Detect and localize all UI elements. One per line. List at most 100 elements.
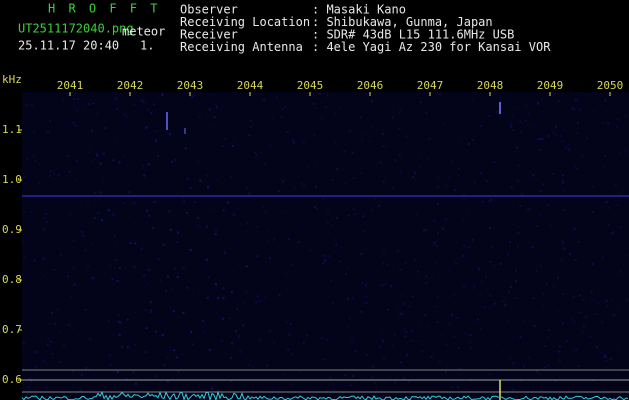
noise	[171, 288, 174, 291]
noise	[42, 275, 45, 278]
noise	[143, 174, 146, 177]
noise	[145, 327, 148, 330]
noise	[223, 251, 226, 254]
noise	[591, 262, 594, 265]
noise	[269, 144, 272, 146]
noise	[186, 211, 188, 214]
noise	[364, 212, 367, 215]
noise	[313, 134, 316, 136]
noise	[489, 198, 492, 201]
noise	[322, 262, 325, 265]
noise	[331, 178, 334, 181]
noise	[96, 111, 98, 114]
noise	[404, 262, 407, 265]
noise	[247, 364, 250, 367]
noise	[182, 266, 185, 269]
noise	[464, 387, 467, 390]
noise	[335, 243, 338, 246]
noise	[217, 296, 220, 299]
noise	[539, 264, 542, 267]
noise	[256, 255, 259, 258]
noise	[536, 370, 539, 373]
noise	[25, 104, 28, 107]
noise	[574, 259, 577, 262]
noise	[616, 203, 619, 206]
noise	[197, 161, 200, 164]
noise	[591, 263, 594, 266]
noise	[168, 210, 171, 213]
noise	[602, 121, 605, 124]
noise	[87, 203, 89, 206]
noise	[313, 155, 315, 158]
noise	[268, 329, 271, 332]
noise	[612, 230, 615, 233]
noise	[82, 234, 85, 237]
noise	[162, 243, 165, 246]
noise	[483, 306, 486, 308]
noise	[39, 270, 42, 273]
noise	[223, 137, 226, 140]
noise	[401, 294, 404, 297]
noise	[578, 241, 580, 243]
noise	[527, 356, 530, 359]
noise	[48, 120, 51, 123]
noise	[304, 92, 307, 95]
noise	[207, 276, 210, 279]
noise	[49, 322, 51, 325]
noise	[259, 300, 261, 302]
noise	[577, 121, 580, 124]
noise	[45, 387, 48, 389]
noise	[620, 270, 623, 273]
noise	[451, 329, 454, 332]
noise	[514, 280, 517, 283]
noise	[417, 275, 420, 278]
noise	[519, 166, 522, 169]
noise	[153, 200, 156, 203]
noise	[595, 346, 598, 348]
noise	[382, 95, 385, 98]
noise	[248, 134, 251, 137]
noise	[119, 321, 122, 324]
noise	[334, 141, 337, 144]
noise	[582, 177, 585, 180]
noise	[547, 329, 550, 332]
noise	[71, 370, 74, 373]
noise	[581, 92, 583, 95]
noise	[429, 334, 432, 337]
noise	[542, 183, 545, 186]
noise	[37, 181, 40, 184]
noise	[419, 165, 422, 168]
noise	[288, 291, 291, 294]
noise	[446, 304, 449, 307]
noise	[625, 114, 628, 117]
noise	[43, 227, 46, 230]
noise	[568, 148, 571, 151]
noise	[547, 364, 550, 367]
noise	[382, 252, 385, 255]
noise	[511, 114, 514, 117]
noise	[352, 208, 355, 211]
noise	[145, 308, 148, 311]
noise	[348, 317, 351, 320]
noise	[512, 388, 515, 391]
info-label: Receiving Antenna	[180, 40, 303, 54]
noise	[445, 218, 447, 221]
noise	[381, 330, 384, 333]
noise	[469, 341, 472, 344]
noise	[45, 176, 48, 179]
y-unit: kHz	[2, 73, 22, 86]
noise	[490, 245, 493, 248]
noise	[365, 291, 367, 294]
noise	[34, 159, 37, 162]
noise	[191, 343, 194, 346]
noise	[133, 202, 136, 204]
noise	[609, 357, 612, 360]
noise	[347, 214, 350, 217]
noise	[42, 360, 45, 363]
noise	[126, 318, 129, 321]
noise	[114, 369, 117, 372]
noise	[256, 225, 258, 228]
noise	[236, 308, 239, 311]
noise	[582, 325, 585, 328]
noise	[94, 158, 97, 161]
